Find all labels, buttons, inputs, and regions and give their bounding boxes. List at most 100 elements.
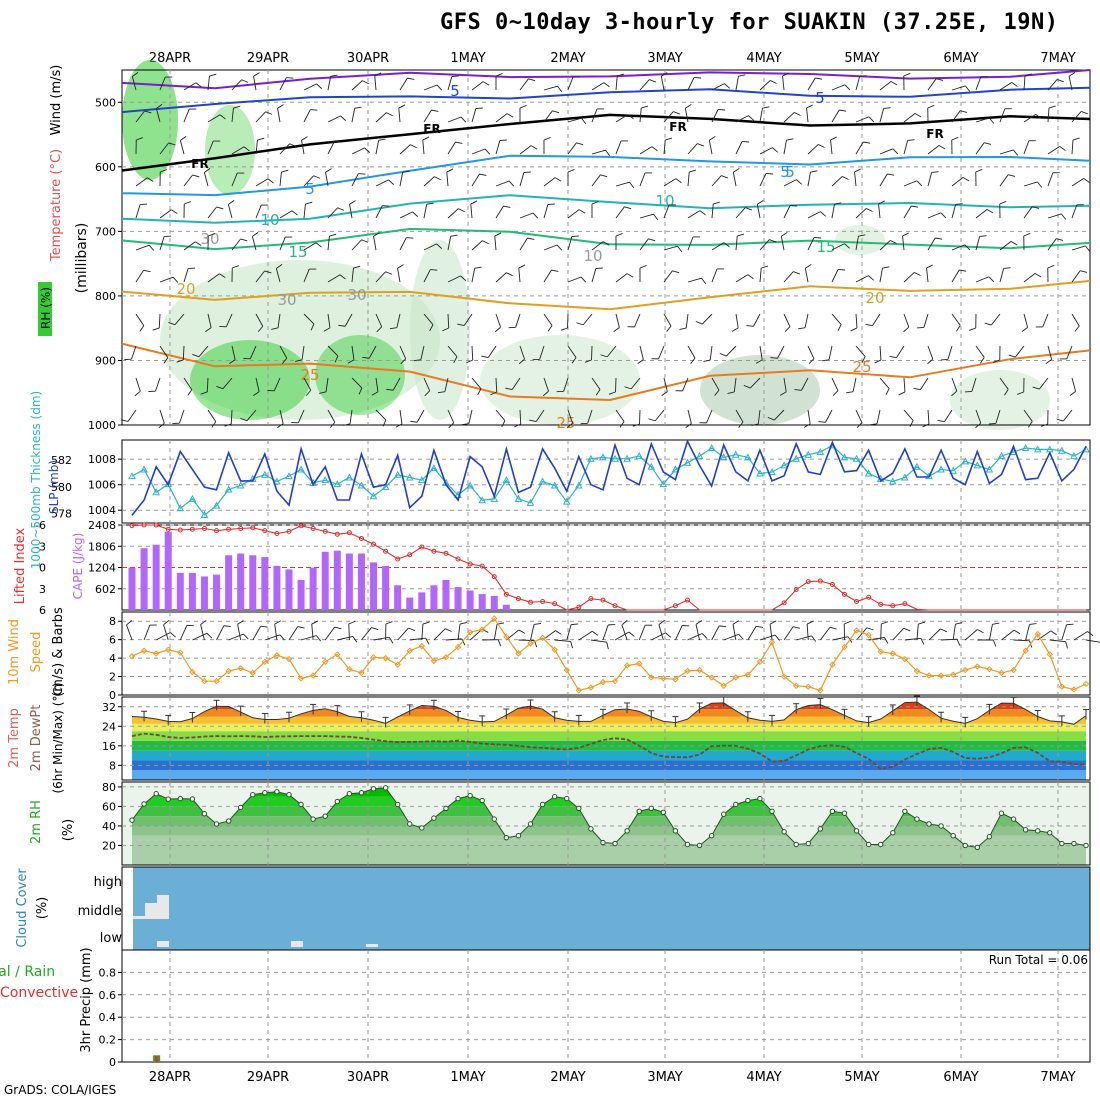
wind-tick-label: 4 xyxy=(109,652,116,665)
wind-speed-point xyxy=(853,627,860,634)
wind-barb xyxy=(687,172,690,187)
precip-total-label: Total / Rain xyxy=(0,964,55,980)
wind-barb xyxy=(325,168,332,173)
wind10-barb xyxy=(469,628,483,641)
wind-barb xyxy=(735,207,746,219)
wind10-barb xyxy=(425,637,430,645)
wind10-barb xyxy=(566,624,572,641)
rh-point xyxy=(721,811,727,817)
wind10-barb xyxy=(964,629,978,641)
slp-tick-label: 1008 xyxy=(88,453,116,466)
wind10-barb xyxy=(829,626,837,630)
wind-barb xyxy=(854,168,861,173)
wind-barb xyxy=(494,236,497,251)
wind-barb xyxy=(551,269,559,272)
wind-barb xyxy=(159,409,165,424)
date-label-top: 30APR xyxy=(347,51,389,66)
wind-barb xyxy=(571,357,577,364)
wind-barb xyxy=(410,144,417,149)
wind-barb xyxy=(301,136,308,141)
wind-barb xyxy=(627,114,634,120)
wind-barb xyxy=(855,236,859,251)
wind10-barb xyxy=(457,624,461,641)
wind-barb xyxy=(277,108,281,123)
wind-barb xyxy=(780,236,785,251)
wind-barb xyxy=(168,322,176,326)
wind-barb xyxy=(999,241,1012,251)
cape-bar xyxy=(478,594,486,610)
wind-barb xyxy=(855,76,861,91)
wind-barb xyxy=(1023,232,1031,237)
wind-barb xyxy=(988,276,995,283)
rh-shading xyxy=(480,335,640,425)
wind-barb xyxy=(807,345,815,359)
rh-point xyxy=(974,844,981,851)
wind-barb xyxy=(706,409,713,424)
wind-barb xyxy=(1080,270,1088,273)
wind-barb xyxy=(911,205,919,208)
slp-thickness-panel: 1004 1006 1008 578 580 582 xyxy=(51,439,1091,524)
rh-point xyxy=(213,821,220,827)
wind-barb xyxy=(399,211,413,219)
wind-barb xyxy=(759,173,767,187)
thickness-point xyxy=(901,473,909,481)
wind10-barb xyxy=(1050,630,1057,636)
wind-barb xyxy=(252,231,259,237)
wind-barb xyxy=(358,173,366,175)
wind-barb xyxy=(373,232,380,237)
rh-point xyxy=(1083,842,1089,849)
cape-bar xyxy=(176,572,184,610)
wind-barb xyxy=(919,377,929,390)
wind-barb xyxy=(766,172,774,175)
run-total: Run Total = 0.06 xyxy=(989,953,1088,967)
temp2m-label1: 2m Temp xyxy=(7,708,22,768)
wind-speed-point xyxy=(684,667,691,675)
wind-barb xyxy=(556,244,563,251)
wind-barb xyxy=(999,200,1007,205)
wind-barb xyxy=(566,422,573,429)
rh-point xyxy=(672,828,679,834)
wind10-barb xyxy=(941,638,958,641)
wind-barb xyxy=(731,327,739,332)
wind-barb xyxy=(663,178,677,187)
rh-point xyxy=(708,833,715,839)
wind-barb xyxy=(783,377,787,392)
wind-barb xyxy=(909,420,914,427)
wind-speed-point xyxy=(841,643,848,651)
cloud-low-label: low xyxy=(100,931,123,946)
wind-barb xyxy=(206,377,209,393)
wind-barb xyxy=(257,137,265,141)
temp-tick-label: 8 xyxy=(109,759,116,772)
cape-bar xyxy=(357,553,365,610)
wind-speed-point xyxy=(515,650,522,657)
thickness-point xyxy=(985,465,994,473)
rh-point xyxy=(636,808,642,814)
date-label-bottom: 7MAY xyxy=(1040,1070,1075,1085)
wind10-barb xyxy=(361,627,372,641)
wind-barb xyxy=(632,423,640,427)
wind-barb xyxy=(466,359,473,364)
contour-label: 5 xyxy=(785,163,795,181)
wind-barb xyxy=(279,77,287,91)
wind-barb xyxy=(373,236,377,251)
thickness-point xyxy=(357,481,366,489)
cloud-cell xyxy=(366,944,378,947)
wind10-barb xyxy=(169,632,176,638)
thickness-point xyxy=(224,485,233,493)
wind-barb xyxy=(679,327,687,331)
wind-barb xyxy=(567,276,582,283)
wind-barb xyxy=(216,386,224,390)
thickness-point xyxy=(961,457,970,465)
wind-barb xyxy=(1074,325,1080,332)
wind10-barb xyxy=(200,620,207,625)
wind10-barb xyxy=(903,627,911,632)
wind-barb xyxy=(207,140,214,155)
wind-barb xyxy=(927,145,940,155)
wind-barb xyxy=(134,390,141,397)
thickness-point xyxy=(587,454,595,462)
thickness-point xyxy=(502,476,511,484)
wind-speed-point xyxy=(768,639,776,646)
cape-bar xyxy=(164,531,172,610)
rh-point xyxy=(551,793,558,800)
wind-barb xyxy=(701,277,707,284)
